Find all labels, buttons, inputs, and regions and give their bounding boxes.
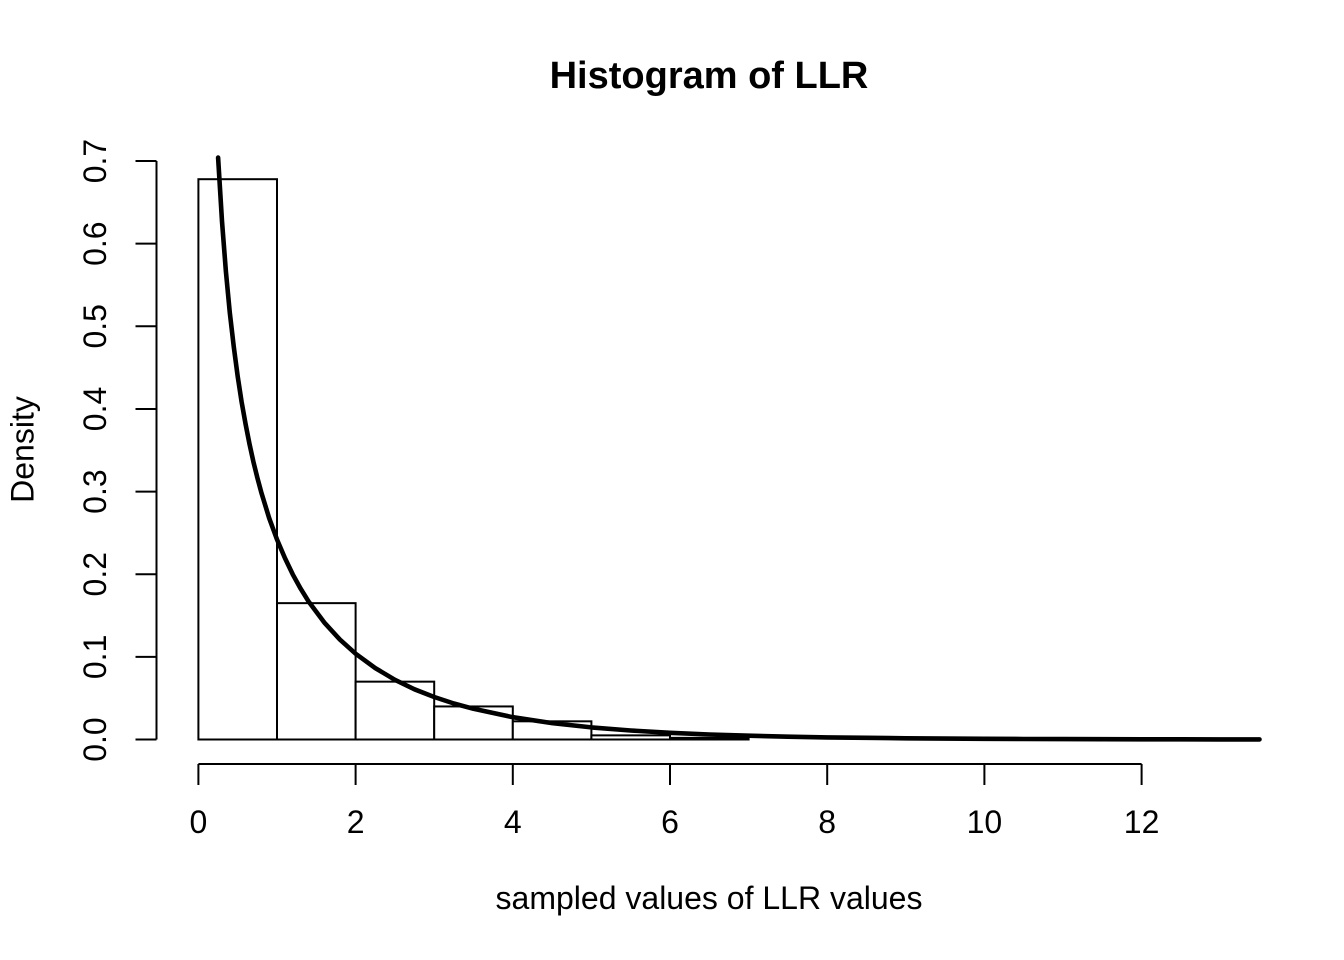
x-tick-label: 2	[347, 804, 365, 840]
y-tick-label: 0.7	[77, 139, 113, 183]
x-tick-label: 0	[190, 804, 208, 840]
y-tick-label: 0.3	[77, 469, 113, 513]
y-tick-label: 0.4	[77, 387, 113, 431]
histogram-bar	[669, 736, 750, 741]
density-curve	[215, 155, 1262, 742]
histogram-bar	[590, 734, 672, 741]
y-tick-label: 0.5	[77, 304, 113, 348]
chart-title: Histogram of LLR	[549, 55, 869, 97]
histogram-bar	[354, 680, 436, 741]
x-tick-label: 8	[818, 804, 836, 840]
histogram-bar	[197, 178, 278, 741]
y-tick-label: 0.1	[77, 635, 113, 679]
x-tick-label: 4	[504, 804, 522, 840]
x-axis-label: sampled values of LLR values	[495, 880, 923, 916]
y-tick-label: 0.2	[77, 552, 113, 596]
x-tick-label: 12	[1124, 804, 1160, 840]
histogram-bar	[433, 705, 514, 741]
histogram-bar	[276, 602, 357, 741]
x-tick-label: 10	[967, 804, 1003, 840]
x-tick-label: 6	[661, 804, 679, 840]
y-axis-label: Density	[4, 396, 41, 503]
y-tick-label: 0.0	[77, 717, 113, 761]
y-tick-label: 0.6	[77, 221, 113, 265]
